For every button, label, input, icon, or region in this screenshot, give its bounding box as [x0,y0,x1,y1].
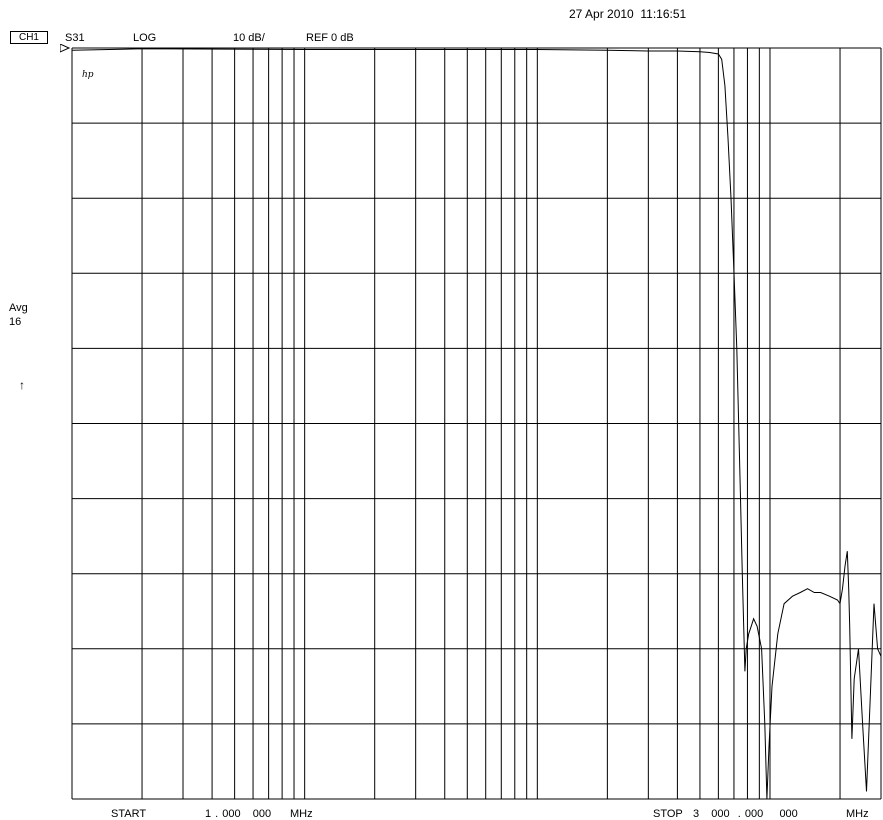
timestamp: 27 Apr 2010 11:16:51 [569,7,687,21]
scale-label: 10 dB/ [233,32,265,44]
stop-unit: MHz [846,808,869,820]
parameter-label: S31 [65,32,85,44]
format-label: LOG [133,32,157,44]
start-unit: MHz [290,808,313,820]
start-label: START [111,808,147,820]
trace-line [71,48,882,800]
avg-label: Avg [9,302,28,314]
hp-logo: hp [82,70,94,80]
reference-marker-icon [60,44,71,53]
up-arrow-icon: ↑ [19,378,25,392]
start-value: 1 . 000 000 [205,808,272,820]
stop-value: 3 000 . 000 000 [693,808,798,820]
plot-grid [71,47,882,800]
stop-label: STOP [653,808,683,820]
avg-count: 16 [9,316,22,328]
reference-label: REF 0 dB [306,32,354,44]
channel-box: CH1 [10,31,48,44]
